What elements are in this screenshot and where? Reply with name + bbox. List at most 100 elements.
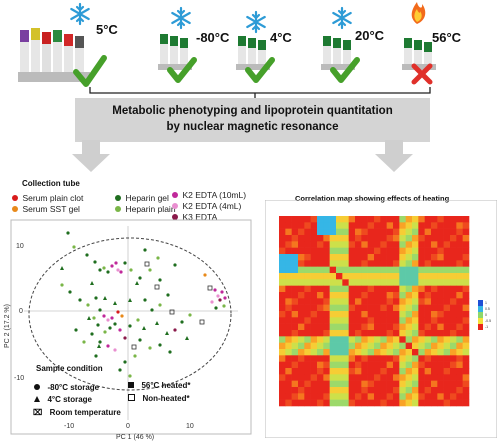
heatmap-cell (279, 228, 286, 236)
heatmap-cell (304, 222, 311, 229)
heatmap-cell (374, 317, 381, 324)
heatmap-cell (424, 298, 432, 305)
heatmap-cell (450, 260, 457, 267)
heatmap-cell (291, 292, 299, 299)
heatmap-cell (380, 311, 387, 318)
heatmap-cell (399, 228, 406, 236)
heatmap-cell (412, 247, 419, 255)
heatmap-cell (399, 304, 406, 312)
heatmap-cell (450, 342, 457, 350)
heatmap-cell (374, 342, 381, 350)
heatmap-cell (374, 241, 381, 248)
heatmap-cell (317, 393, 324, 400)
heatmap-cell (285, 380, 292, 388)
heatmap-cell (393, 298, 400, 305)
heatmap-frame: 1 0.5 0 -0.5 -1 (265, 200, 497, 438)
heatmap-cell (304, 298, 311, 305)
heatmap-cell (329, 285, 337, 293)
heatmap-cell (443, 266, 451, 274)
heatmap-cell (424, 330, 432, 337)
heatmap-cell (456, 368, 463, 375)
heatmap-cell (431, 222, 438, 229)
heatmap-cell (456, 355, 463, 362)
heatmap-cell (361, 355, 368, 362)
heatmap-cell (361, 273, 368, 280)
heatmap-cell (348, 254, 356, 261)
heatmap-cell (443, 292, 451, 299)
heatmap-cell (380, 298, 387, 305)
heatmap-cell (355, 260, 362, 267)
heatmap-cell (450, 374, 457, 381)
heatmap-cell (405, 292, 413, 299)
heatmap-cell (443, 368, 451, 375)
heatmap-scale-label: -0.5 (485, 319, 491, 323)
heatmap-cell (355, 273, 362, 280)
heatmap-cell (450, 279, 457, 286)
heatmap-cell (348, 285, 356, 293)
heatmap-cell (405, 355, 413, 362)
heatmap-cell (348, 311, 356, 318)
heatmap-cell (462, 235, 470, 242)
heatmap-cell (393, 260, 400, 267)
heatmap-cell (412, 235, 419, 242)
heatmap-cell (310, 273, 318, 280)
heatmap-cell (355, 361, 362, 369)
heatmap-cell (291, 279, 299, 286)
heatmap-cell (450, 349, 457, 356)
heatmap-cell (310, 222, 318, 229)
heatmap-cell (399, 393, 406, 400)
heatmap-cell (304, 399, 311, 407)
heatmap-cell (399, 330, 406, 337)
heatmap-cell (342, 222, 349, 229)
heatmap-cell (291, 216, 299, 223)
heatmap-cell (380, 368, 387, 375)
heatmap-cell (424, 222, 432, 229)
heatmap-cell (437, 266, 444, 274)
heatmap-cell (443, 247, 451, 255)
heatmap-cell (418, 361, 425, 369)
heatmap-cell (374, 279, 381, 286)
heatmap-cell (361, 304, 368, 312)
heatmap-cell (456, 323, 463, 331)
heatmap-cell (336, 393, 343, 400)
heatmap-cell (418, 380, 425, 388)
heatmap-cell (462, 298, 470, 305)
heatmap-cell (317, 336, 324, 343)
open-square-points (131, 261, 213, 350)
heatmap-cell (380, 254, 387, 261)
heatmap-cell (279, 285, 286, 293)
heatmap-cell (329, 349, 337, 356)
heatmap-cell (355, 266, 362, 274)
heatmap-cell (279, 387, 286, 394)
heatmap-cell (355, 241, 362, 248)
heatmap-cell (374, 292, 381, 299)
heatmap-cell (361, 241, 368, 248)
heatmap-cell (443, 298, 451, 305)
heatmap-cell (431, 399, 438, 407)
heatmap-cell (348, 241, 356, 248)
heatmap-cell (285, 279, 292, 286)
heatmap-cell (437, 317, 444, 324)
heatmap-cell (393, 241, 400, 248)
heatmap-cell (279, 235, 286, 242)
heatmap-cell (367, 292, 375, 299)
heatmap-cell (342, 241, 349, 248)
heatmap-cell (418, 393, 425, 400)
heatmap-cell (424, 374, 432, 381)
heatmap-cells (279, 216, 470, 407)
heatmap-cell (317, 387, 324, 394)
heatmap-cell (298, 368, 305, 375)
heatmap-cell (342, 374, 349, 381)
heatmap-cell (348, 368, 356, 375)
heatmap-cell (399, 241, 406, 248)
heatmap-cell (418, 368, 425, 375)
heatmap-cell (329, 361, 337, 369)
heatmap-cell (405, 298, 413, 305)
heatmap-cell (418, 349, 425, 356)
heatmap-cell (367, 342, 375, 350)
heatmap-cell (437, 361, 444, 369)
heatmap-cell (431, 228, 438, 236)
heatmap-cell (355, 336, 362, 343)
heatmap-cell (285, 285, 292, 293)
heatmap-cell (462, 292, 470, 299)
